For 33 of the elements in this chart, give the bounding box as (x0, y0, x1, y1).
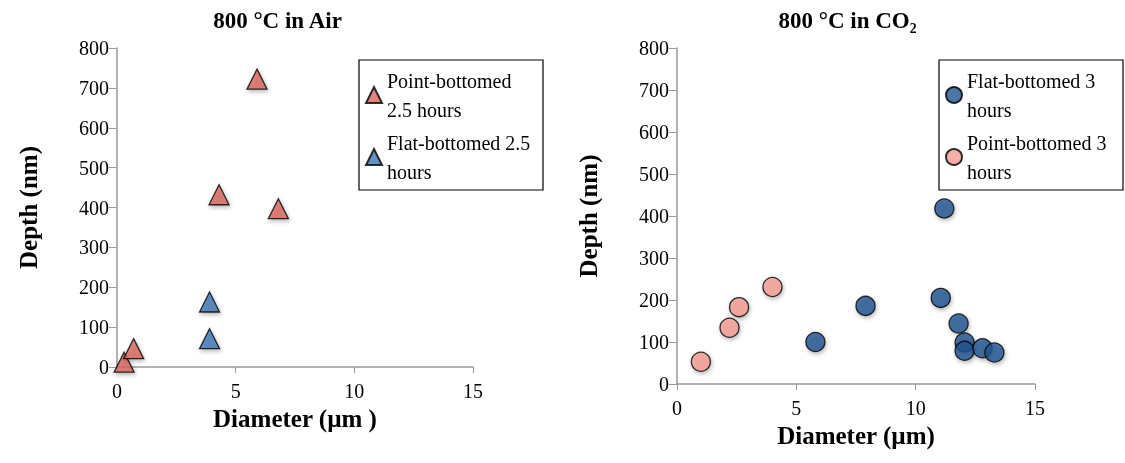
x-tick-label: 15 (463, 380, 483, 402)
x-tick-label: 5 (230, 380, 241, 402)
y-tick-label: 200 (639, 289, 669, 311)
y-tick-label: 800 (639, 37, 669, 59)
y-tick-label: 700 (639, 79, 669, 101)
y-tick-label: 800 (79, 37, 109, 59)
y-tick-label: 100 (79, 316, 109, 339)
y-tick-label: 100 (639, 331, 669, 353)
y-tick-label: 700 (79, 76, 109, 99)
x-axis-title: Diameter (µm ) (213, 404, 377, 433)
x-tick-label: 10 (344, 380, 365, 402)
chart-title: 800 °C in CO₂ (778, 8, 917, 33)
x-tick-label: 10 (905, 397, 926, 419)
y-tick-label: 0 (99, 356, 109, 378)
legend-label: Flat-bottomed 2.5 hours (387, 131, 536, 183)
y-tick-label: 200 (79, 276, 109, 299)
y-tick-label: 500 (79, 156, 109, 179)
x-axis-title: Diameter (µm) (777, 421, 935, 450)
y-tick-label: 400 (639, 205, 669, 227)
chart-title: 800 °C in Air (213, 8, 342, 33)
x-tick-label: 5 (791, 397, 802, 419)
y-tick-label: 600 (639, 121, 669, 143)
y-axis-title: Depth (nm) (575, 154, 603, 278)
x-tick-label: 15 (1025, 397, 1045, 419)
y-axis-title: Depth (nm) (15, 146, 43, 269)
y-tick-label: 600 (79, 116, 109, 139)
legend-label: Point-bottomed 3 hours (967, 131, 1112, 183)
y-tick-label: 300 (79, 236, 109, 259)
legend-label: Flat-bottomed 3 hours (967, 69, 1101, 121)
y-tick-label: 400 (79, 196, 109, 219)
y-tick-label: 300 (639, 247, 669, 269)
y-tick-label: 500 (639, 163, 669, 185)
legend-label: Point-bottomed 2.5 hours (387, 69, 517, 121)
